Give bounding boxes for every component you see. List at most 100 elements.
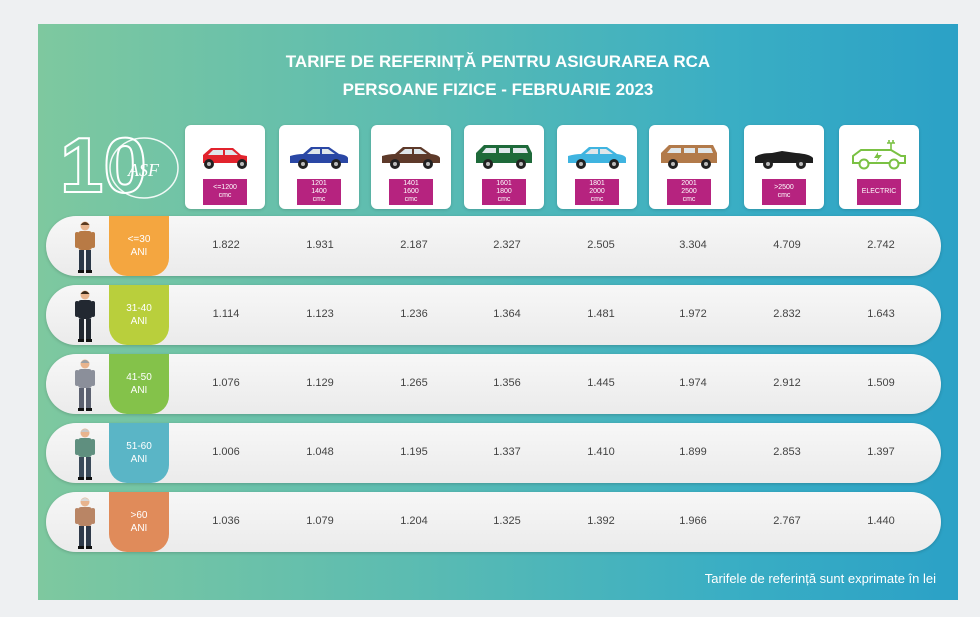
age-group-text: 51-60: [126, 441, 152, 452]
engine-capacity-text: 1800: [496, 188, 512, 195]
person-icon: [75, 359, 95, 411]
person-icon: [75, 290, 95, 342]
rate-cell: 1.048: [306, 446, 334, 458]
engine-capacity-text: <=1200: [213, 184, 237, 191]
person-icon: [75, 428, 95, 480]
rate-cell: 1.397: [867, 446, 895, 458]
engine-capacity-text: cmc: [312, 196, 326, 203]
engine-capacity-text: cmc: [404, 196, 418, 203]
rate-cell: 1.356: [493, 377, 521, 389]
age-group-text: ANI: [130, 385, 148, 396]
age-group-text: 31-40: [126, 303, 152, 314]
hatchback-icon: [290, 147, 348, 169]
rate-cell: 1.481: [587, 308, 615, 320]
engine-capacity-label: <=1200 cmc: [203, 179, 247, 205]
car-category-card: 1201 1400 cmc: [279, 125, 359, 209]
age-group-text: <=30: [127, 234, 151, 245]
rate-cell: 3.304: [679, 239, 707, 251]
footnote: Tarifele de referință sunt exprimate în …: [704, 571, 936, 586]
age-group-label: 51-60 ANI: [109, 423, 169, 483]
rate-cell: 1.006: [212, 446, 240, 458]
rate-cell: 4.709: [773, 239, 801, 251]
engine-capacity-text: 1601: [496, 180, 512, 187]
rate-cell: 1.076: [212, 377, 240, 389]
rate-cell: 1.392: [587, 515, 615, 527]
rate-cell: 1.265: [400, 377, 428, 389]
rate-cell: 1.410: [587, 446, 615, 458]
engine-capacity-label: >2500 cmc: [762, 179, 806, 205]
engine-capacity-text: cmc: [682, 196, 696, 203]
car-category-card: <=1200 cmc: [185, 125, 265, 209]
car-category-card: ELECTRIC: [839, 125, 919, 209]
rate-cell: 2.505: [587, 239, 615, 251]
rate-cell: 1.966: [679, 515, 707, 527]
engine-capacity-text: 1201: [311, 180, 327, 187]
age-group-text: ANI: [130, 454, 148, 465]
rate-cell: 2.187: [400, 239, 428, 251]
age-group-text: >60: [130, 510, 148, 521]
suv-icon: [661, 145, 717, 169]
rate-cell: 1.364: [493, 308, 521, 320]
engine-capacity-label: 1401 1600 cmc: [389, 179, 433, 205]
table-row: >60 ANI 1.036 1.079 1.204 1.325 1.392 1.966 2.76…: [46, 492, 941, 552]
engine-capacity-text: ELECTRIC: [861, 188, 897, 195]
engine-capacity-label: 1801 2000 cmc: [575, 179, 619, 205]
age-group-label: >60 ANI: [109, 492, 169, 552]
car-category-card: >2500 cmc: [744, 125, 824, 209]
rate-cell: 1.974: [679, 377, 707, 389]
table-row: 31-40 ANI 1.114 1.123 1.236 1.364 1.481 1.972 2.…: [46, 285, 941, 345]
rate-cell: 1.899: [679, 446, 707, 458]
rate-cell: 1.931: [306, 239, 334, 251]
engine-capacity-text: 2500: [681, 188, 697, 195]
title-line-2: PERSOANE FIZICE - FEBRUARIE 2023: [342, 80, 654, 99]
car-category-card: 1401 1600 cmc: [371, 125, 451, 209]
rate-cell: 2.853: [773, 446, 801, 458]
age-group-label: 31-40 ANI: [109, 285, 169, 345]
rate-cell: 2.742: [867, 239, 895, 251]
age-group-text: ANI: [130, 247, 148, 258]
rate-cell: 1.643: [867, 308, 895, 320]
rate-cell: 1.123: [306, 308, 334, 320]
table-row: 51-60 ANI 1.006 1.048 1.195 1.337 1.410 1.899 2.…: [46, 423, 941, 483]
rate-cell: 1.822: [212, 239, 240, 251]
rate-cell: 1.509: [867, 377, 895, 389]
person-icon: [75, 221, 95, 273]
engine-capacity-text: cmc: [777, 192, 791, 199]
engine-capacity-text: 2000: [589, 188, 605, 195]
person-icon: [75, 497, 95, 549]
sedan-icon: [382, 147, 440, 169]
engine-capacity-text: 1401: [403, 180, 419, 187]
engine-capacity-text: cmc: [590, 196, 604, 203]
engine-capacity-text: >2500: [774, 184, 794, 191]
age-group-text: ANI: [130, 316, 148, 327]
electric-car-icon: [852, 140, 906, 170]
engine-capacity-label: 1601 1800 cmc: [482, 179, 526, 205]
title-line-1: TARIFE DE REFERINȚĂ PENTRU ASIGURAREA RC…: [285, 52, 711, 71]
rate-cell: 2.767: [773, 515, 801, 527]
rate-cell: 1.036: [212, 515, 240, 527]
logo-numeral: 10: [60, 124, 147, 204]
engine-capacity-label: 2001 2500 cmc: [667, 179, 711, 205]
convertible-icon: [755, 151, 813, 169]
engine-capacity-text: cmc: [218, 192, 232, 199]
page-title: TARIFE DE REFERINȚĂ PENTRU ASIGURAREA RC…: [38, 48, 958, 104]
car-category-card: 1801 2000 cmc: [557, 125, 637, 209]
engine-capacity-label: 1201 1400 cmc: [297, 179, 341, 205]
rate-cell: 2.327: [493, 239, 521, 251]
age-group-text: ANI: [130, 523, 148, 534]
rate-cell: 1.204: [400, 515, 428, 527]
rate-cell: 1.325: [493, 515, 521, 527]
rate-cell: 1.114: [212, 308, 240, 320]
age-group-label: 41-50 ANI: [109, 354, 169, 414]
sedan-icon: [568, 147, 626, 169]
engine-capacity-text: 1801: [589, 180, 605, 187]
rate-cell: 1.440: [867, 515, 895, 527]
rate-cell: 1.129: [306, 377, 334, 389]
engine-capacity-text: 1400: [311, 188, 327, 195]
car-category-card: 1601 1800 cmc: [464, 125, 544, 209]
age-group-text: 41-50: [126, 372, 152, 383]
engine-capacity-text: 1600: [403, 188, 419, 195]
rate-cell: 1.236: [400, 308, 428, 320]
rate-cell: 1.195: [400, 446, 428, 458]
rate-cell: 1.972: [679, 308, 707, 320]
